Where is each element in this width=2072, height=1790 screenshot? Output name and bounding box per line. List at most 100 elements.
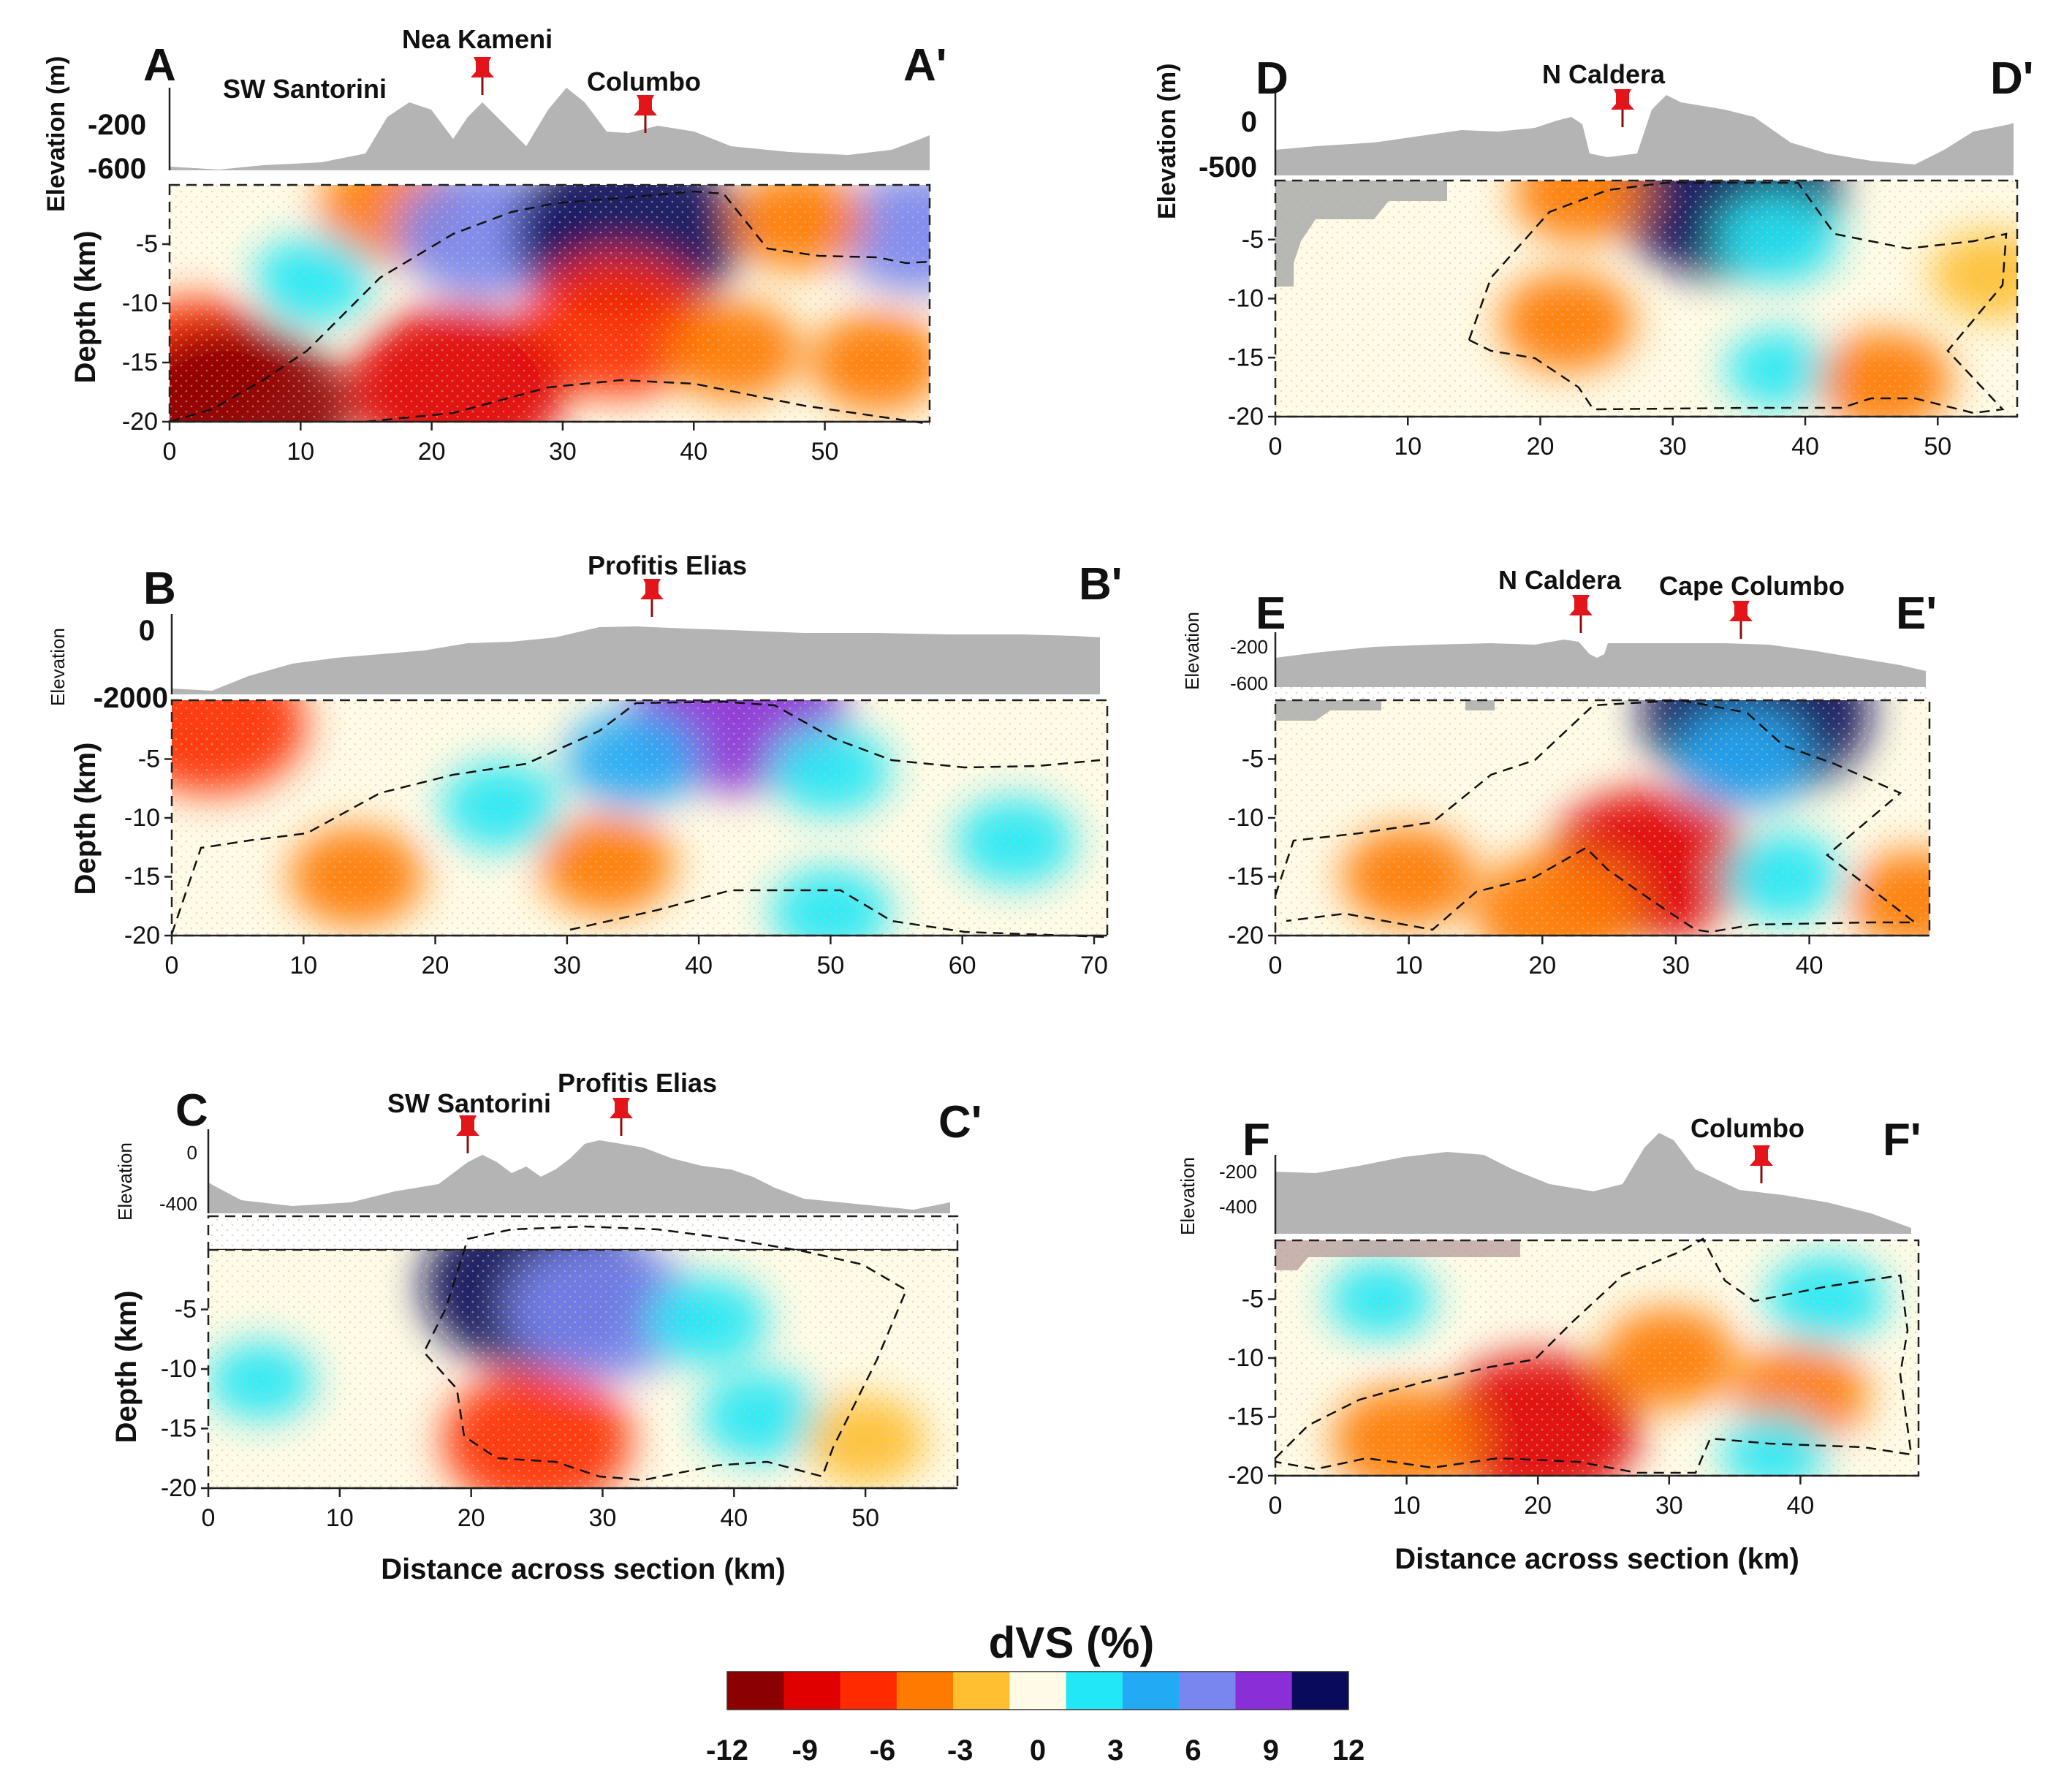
section-a-depth-tick-label: -5 <box>136 230 158 258</box>
section-c-site-sw-santorini: SW Santorini <box>387 1088 551 1118</box>
section-b: 0 10 20 30 40 50 60 70 -5 -10 -15 -20 B B' Profiti… <box>47 550 1123 979</box>
section-b-depth-tick-label: -15 <box>124 863 160 891</box>
section-f-x-tick-label: 10 <box>1393 1492 1421 1520</box>
colorbar-tick-label: 3 <box>1107 1734 1123 1767</box>
section-f-x-tick-label: 20 <box>1524 1492 1552 1520</box>
colorbar-tick-label: -9 <box>792 1734 818 1767</box>
section-d-x-tick-label: 30 <box>1659 433 1687 460</box>
section-f-elevation-profile <box>1275 1133 1911 1234</box>
section-e-depth-tick-label: -5 <box>1242 746 1264 773</box>
colorbar-swatch-9 <box>1235 1672 1293 1710</box>
section-b-end-label: B' <box>1079 559 1123 610</box>
colorbar-tick-label: -12 <box>706 1734 748 1767</box>
section-e: 0 10 20 30 40 -5 -10 -15 -20 E E' N Caldera Cap… <box>1181 565 1937 979</box>
section-c-pin-sw-santorini-icon <box>456 1115 479 1153</box>
colorbar-swatch-6 <box>1066 1672 1123 1710</box>
section-b-depth-ticks: -5 -10 -15 -20 <box>124 746 172 949</box>
section-c: 0 10 20 30 40 50 -5 -10 -15 -20 C C' SW Santorin… <box>110 1068 982 1585</box>
section-c-elevation-profile <box>208 1140 950 1213</box>
section-e-depth-ticks: -5 -10 -15 -20 <box>1228 746 1275 949</box>
section-c-x-label: Distance across section (km) <box>381 1553 786 1585</box>
section-e-end-label: E' <box>1896 588 1937 639</box>
section-d-x-tick-label: 20 <box>1527 433 1555 460</box>
section-e-elev-tick-2: -600 <box>1230 672 1268 694</box>
colorbar: dVS (%) -12 -9 -6 -3 0 3 6 9 12 <box>706 1618 1365 1767</box>
section-e-anomaly-outline <box>1274 699 1918 933</box>
section-b-pin-profitis-elias-icon <box>640 579 664 617</box>
section-f-site-columbo: Columbo <box>1690 1113 1805 1143</box>
section-c-start-label: C <box>175 1085 208 1136</box>
section-c-elev-tick-1: 0 <box>187 1142 197 1164</box>
section-e-pin-n-caldera-icon <box>1569 595 1593 633</box>
section-d-end-label: D' <box>1990 53 2034 104</box>
section-f-x-tick-label: 40 <box>1786 1492 1814 1520</box>
section-b-x-tick-label: 30 <box>553 952 581 979</box>
section-c-elevation-label: Elevation <box>114 1142 136 1221</box>
colorbar-swatch-1 <box>783 1672 841 1710</box>
section-a-anomaly-outline <box>169 190 930 423</box>
section-b-depth-tick-label: -10 <box>124 804 160 832</box>
section-c-x-tick-label: 0 <box>202 1504 216 1532</box>
section-e-depth-tick-label: -20 <box>1228 922 1264 949</box>
section-c-x-ticks: 0 10 20 30 40 50 <box>202 1488 879 1532</box>
section-d-elev-tick-2: -500 <box>1199 151 1257 183</box>
section-e-x-tick-label: 30 <box>1662 952 1690 979</box>
section-d-x-tick-label: 10 <box>1394 433 1422 460</box>
section-f-depth-tick-label: -5 <box>1242 1286 1264 1313</box>
section-d-depth-ticks: -5 -10 -15 -20 <box>1228 226 1275 431</box>
section-f: 0 10 20 30 40 -5-10-15-20 F F' Columbo -200 … <box>1177 1113 1921 1575</box>
colorbar-ticks: -12 -9 -6 -3 0 3 6 9 12 <box>706 1734 1365 1767</box>
section-f-depth-tick-label: -15 <box>1228 1403 1264 1431</box>
section-c-end-label: C' <box>938 1097 982 1148</box>
section-e-site-n-caldera: N Caldera <box>1498 565 1622 595</box>
section-a-x-tick-label: 10 <box>286 438 314 466</box>
section-f-start-label: F <box>1242 1115 1270 1165</box>
section-b-site-profitis-elias: Profitis Elias <box>588 550 747 580</box>
colorbar-tick-label: 0 <box>1030 1734 1046 1767</box>
section-a-depth-tick-label: -15 <box>122 349 158 376</box>
section-a-site-sw-santorini: SW Santorini <box>223 74 387 104</box>
colorbar-tick-label: 12 <box>1332 1734 1365 1767</box>
section-a-start-label: A <box>143 40 176 91</box>
section-c-depth-tick-label: -15 <box>161 1415 197 1443</box>
section-b-x-tick-label: 40 <box>685 952 713 979</box>
section-c-depth-tick-label: -10 <box>161 1355 197 1383</box>
section-d-elevation-profile <box>1275 95 2014 175</box>
section-c-x-tick-label: 10 <box>326 1504 354 1532</box>
colorbar-tick-label: -3 <box>947 1734 974 1767</box>
section-b-depth-tick-label: -20 <box>124 922 160 949</box>
section-d-elev-tick-1: 0 <box>1241 106 1257 138</box>
colorbar-swatch-5 <box>1009 1672 1067 1710</box>
section-c-anomaly-outline <box>422 1225 908 1482</box>
section-a-lower-outline <box>365 379 930 425</box>
section-b-elev-tick-2: -2000 <box>94 682 168 714</box>
section-f-depth-ticks: -5 -10 -15 -20 <box>1228 1286 1275 1490</box>
section-e-elevation-label: Elevation <box>1181 612 1203 690</box>
section-a-elevation-profile <box>170 88 930 170</box>
section-e-site-cape-columbo: Cape Columbo <box>1659 571 1845 601</box>
section-b-start-label: B <box>143 564 176 614</box>
section-a-x-tick-label: 20 <box>418 438 446 466</box>
section-e-elev-tick-1: -200 <box>1230 636 1268 658</box>
section-c-elev-tick-2: -400 <box>159 1193 197 1215</box>
section-a-x-tick-label: 50 <box>811 438 839 466</box>
colorbar-swatch-2 <box>840 1672 898 1710</box>
section-d-anomaly-outline <box>1468 181 2008 414</box>
section-d-depth-tick-label: -20 <box>1228 403 1264 431</box>
section-e-elevation-profile <box>1275 640 1926 687</box>
colorbar-swatch-0 <box>727 1672 784 1710</box>
section-d-elevation-label: Elevation (m) <box>1153 64 1181 219</box>
section-f-pin-columbo-icon <box>1750 1145 1773 1183</box>
section-a-x-tick-label: 30 <box>549 438 577 466</box>
section-d-x-tick-label: 0 <box>1269 433 1283 460</box>
colorbar-tick-label: 6 <box>1185 1734 1201 1767</box>
section-a-elevation-label: Elevation (m) <box>42 56 70 212</box>
section-f-x-tick-label: 0 <box>1269 1492 1283 1520</box>
section-a-x-ticks: 0 10 20 30 40 50 <box>163 422 839 466</box>
section-d-depth-tick-label: -5 <box>1242 226 1264 254</box>
section-a-depth-tick-label: -10 <box>122 289 158 317</box>
section-b-elevation-profile <box>172 626 1100 694</box>
section-f-end-label: F' <box>1883 1115 1921 1165</box>
section-b-x-tick-label: 20 <box>422 952 449 979</box>
colorbar-swatch-8 <box>1179 1672 1236 1710</box>
